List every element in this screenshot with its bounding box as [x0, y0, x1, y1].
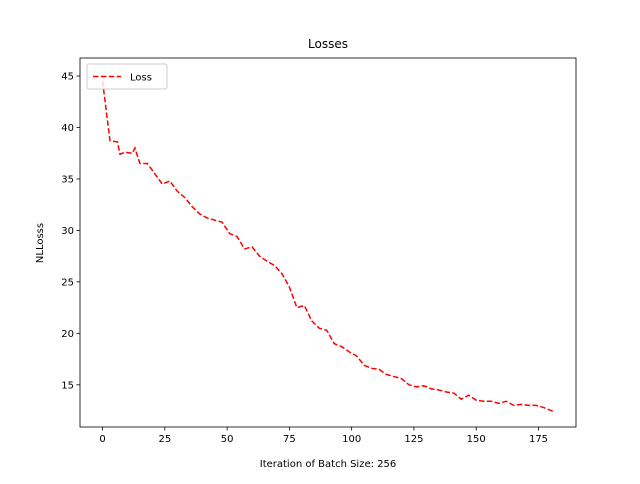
x-axis-label: Iteration of Batch Size: 256 — [260, 459, 397, 470]
y-tick-label: 20 — [61, 329, 74, 340]
y-tick-label: 35 — [61, 174, 74, 185]
x-tick-label: 150 — [467, 434, 486, 445]
x-tick-label: 25 — [158, 434, 171, 445]
y-tick-label: 40 — [61, 123, 74, 134]
legend-label: Loss — [130, 73, 152, 84]
y-tick-label: 25 — [61, 277, 74, 288]
x-tick-label: 75 — [283, 434, 296, 445]
plot-frame — [79, 57, 577, 428]
chart-title: Losses — [308, 37, 348, 51]
y-tick-label: 15 — [61, 380, 74, 391]
x-tick-label: 0 — [99, 434, 105, 445]
x-tick-label: 125 — [404, 434, 423, 445]
x-tick-label: 50 — [221, 434, 234, 445]
y-axis-label: NLLosss — [35, 223, 46, 263]
legend-box — [86, 63, 168, 90]
x-tick-label: 100 — [342, 434, 361, 445]
x-tick-label: 175 — [529, 434, 548, 445]
y-tick-label: 45 — [61, 72, 74, 83]
loss-line — [101, 81, 554, 413]
y-tick-label: 30 — [61, 226, 74, 237]
